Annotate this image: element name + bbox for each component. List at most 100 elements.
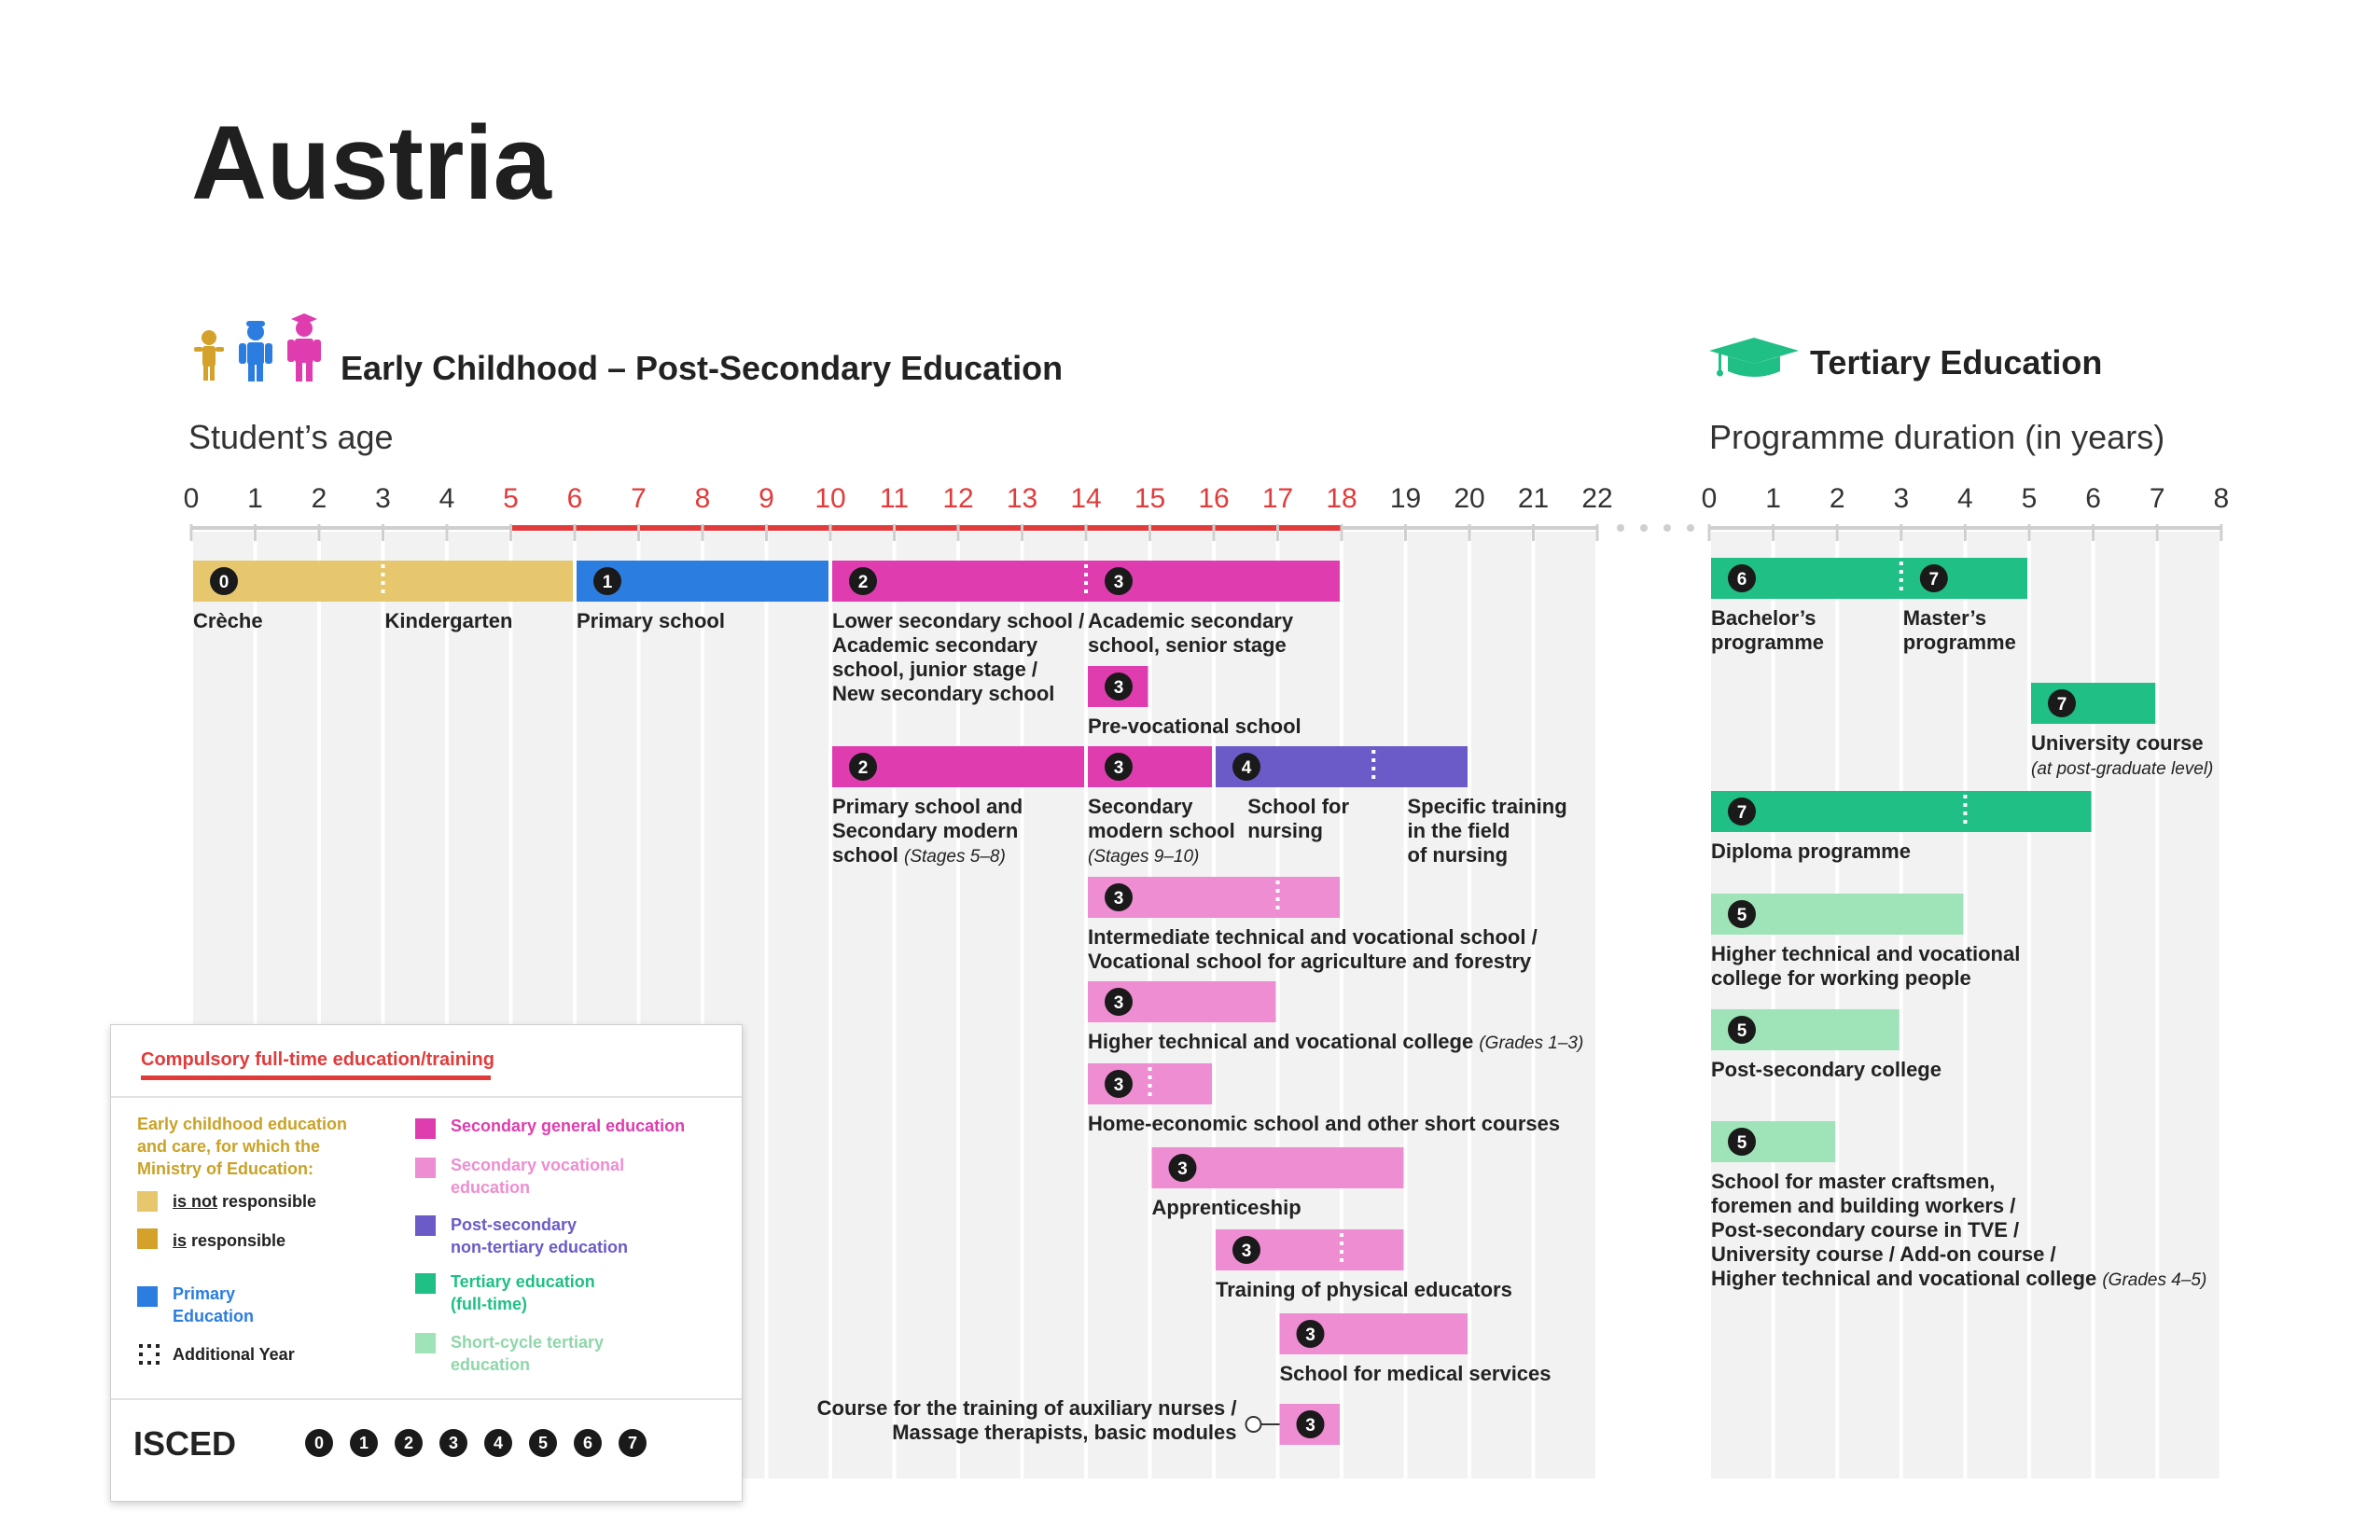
bar-label-master-craftsmen-0-2: Post-secondary course in TVE /: [1711, 1218, 2019, 1242]
tick-label-age-2: 2: [312, 483, 327, 514]
connector-dot-aux-nurses: [1245, 1416, 1262, 1433]
bar-label-ecec-1-0: Kindergarten: [385, 609, 513, 632]
tick-label-age-7: 7: [631, 483, 647, 514]
isced-number-intermediate-0: 3: [1114, 889, 1124, 909]
isced-badge-univ-course-0: [2048, 689, 2076, 717]
tick-label-year-7: 7: [2150, 483, 2165, 514]
bar-label-htl-working-0-1: college for working people: [1711, 966, 1971, 990]
bar-label-sec-modern-0-0: Secondary: [1088, 795, 1193, 818]
bar-label-lower-sec-0-2: school, junior stage /: [832, 658, 1037, 681]
bar-label-htl-working-0-0: Higher technical and vocational: [1711, 942, 2020, 965]
grid-column-right-5: [2031, 532, 2092, 1478]
bar-label-sec-modern-0-last: (Stages 9–10): [1088, 847, 1199, 867]
bar-label-lower-sec-1-0: Academic secondary: [1088, 609, 1294, 632]
bar-label-bachelor-master-0-1: programme: [1711, 631, 1824, 654]
bar-label-diploma-0-0: Diploma programme: [1711, 839, 1911, 863]
tick-label-age-11: 11: [880, 483, 909, 514]
grid-column-right-6: [2095, 532, 2156, 1478]
legend-secgen-label: Secondary general education: [451, 1117, 686, 1135]
isced-badge-home-econ-0: [1105, 1070, 1133, 1098]
legend-compulsory-line: [141, 1075, 491, 1080]
bar-diploma: [1711, 791, 2092, 832]
tick-label-age-22: 22: [1581, 483, 1612, 514]
grid-column-right-1: [1775, 532, 1836, 1478]
bar-label-nursing-1-1: in the field: [1408, 819, 1510, 842]
isced-number-prim-sec-modern-0: 2: [858, 758, 869, 778]
isced-badge-6: 6: [574, 1429, 602, 1457]
bar-label-intermediate-0-1: Vocational school for agriculture and fo…: [1088, 950, 1532, 973]
isced-badge-pre-voc-0: [1105, 673, 1133, 701]
bar-label-lower-sec-1-1: school, senior stage: [1088, 633, 1287, 657]
isced-number-phys-edu-0: 3: [1242, 1242, 1252, 1261]
legend-tertiary-label: Tertiary education (full-time): [451, 1272, 595, 1313]
legend-short-label: Short-cycle tertiary education: [451, 1333, 605, 1374]
bar-label-lower-sec-0-0: Lower secondary school /: [832, 609, 1084, 632]
bar-label-bachelor-master-0-0: Bachelor’s: [1711, 606, 1816, 630]
section-title-left: Early Childhood – Post-Secondary Educati…: [341, 349, 1064, 387]
legend-swatch-secgen: [415, 1118, 436, 1139]
isced-number-nursing-0: 4: [1242, 758, 1252, 778]
isced-badge-bachelor-master-1: [1919, 564, 1948, 592]
isced-badge-primary-0: [593, 567, 621, 595]
legend-swatch-short: [415, 1333, 436, 1353]
isced-badge-htl-0: [1105, 988, 1133, 1016]
isced-badge-diploma-0: [1728, 798, 1756, 825]
tick-label-age-12: 12: [942, 483, 973, 514]
isced-badge-bachelor-master-0: [1728, 564, 1756, 592]
tick-label-age-18: 18: [1326, 483, 1357, 514]
bar-label-prim-sec-modern-0-0: Primary school and: [832, 795, 1023, 818]
legend-swatch-secvoc: [415, 1158, 436, 1178]
isced-badge-5: 5: [529, 1429, 557, 1457]
bar-label-prim-sec-modern-0-1: Secondary modern: [832, 819, 1018, 842]
bar-label-univ-course-0-0: University course: [2031, 731, 2204, 755]
grid-column-right-3: [1902, 532, 1964, 1478]
bar-label-intermediate-0-0: Intermediate technical and vocational sc…: [1088, 925, 1538, 949]
isced-badge-1: 1: [350, 1429, 378, 1457]
axis-title-duration: Programme duration (in years): [1709, 418, 2165, 456]
legend-ecec-heading: Early childhood education and care, for w…: [137, 1115, 348, 1178]
tick-label-age-14: 14: [1070, 483, 1101, 514]
isced-number-medical-0: 3: [1305, 1325, 1315, 1345]
grid-column-right-7: [2159, 532, 2220, 1478]
isced-badge-postsec-college-0: [1728, 1016, 1756, 1044]
isced-number-pre-voc-0: 3: [1114, 678, 1124, 698]
axis-break-dot-2: [1663, 524, 1671, 532]
bar-label-master-craftsmen-0-0: School for master craftsmen,: [1711, 1170, 1995, 1193]
isced-badge-4: 4: [484, 1429, 512, 1457]
grid-column-left-13: [1023, 532, 1084, 1478]
tick-label-age-20: 20: [1454, 483, 1484, 514]
grid-column-left-10: [832, 532, 893, 1478]
tick-label-age-16: 16: [1198, 483, 1229, 514]
isced-number-htl-0: 3: [1114, 993, 1124, 1013]
bar-label-nursing-0-1: nursing: [1247, 819, 1323, 842]
legend-postsec-label: Post-secondary non-tertiary education: [451, 1215, 629, 1256]
tick-label-age-21: 21: [1518, 483, 1549, 514]
bar-note-univ-course-0: (at post-graduate level): [2031, 759, 2213, 779]
bar-label-bachelor-master-1-0: Master’s: [1903, 606, 1986, 630]
isced-number-primary-0: 1: [603, 573, 613, 592]
isced-badge-prim-sec-modern-0: [849, 753, 877, 781]
isced-badge-7: 7: [619, 1429, 647, 1457]
isced-number-aux-nurses-0: 3: [1305, 1416, 1315, 1436]
grid-column-left-9: [768, 532, 828, 1478]
bar-label-nursing-1-2: of nursing: [1408, 843, 1509, 867]
isced-badge-htl-working-0: [1728, 900, 1756, 928]
isced-badge-nursing-0: [1232, 753, 1260, 781]
tick-label-age-17: 17: [1262, 483, 1293, 514]
children-icon: [194, 313, 321, 382]
isced-number-htl-working-0: 5: [1737, 906, 1747, 925]
bar-label-medical-0-0: School for medical services: [1280, 1362, 1552, 1385]
isced-number-lower-sec-1: 3: [1114, 573, 1124, 592]
bar-label-master-craftsmen-0-3: University course / Add-on course /: [1711, 1242, 2056, 1266]
isced-badge-lower-sec-1: [1105, 567, 1133, 595]
bar-label-lower-sec-0-1: Academic secondary: [832, 633, 1038, 657]
isced-number-sec-modern-0: 3: [1114, 758, 1124, 778]
grid-column-left-12: [960, 532, 1021, 1478]
tick-label-age-3: 3: [375, 483, 391, 514]
tick-label-age-15: 15: [1134, 483, 1165, 514]
grid-column-right-2: [1839, 532, 1900, 1478]
bar-label-ecec-0-0: Crèche: [193, 609, 263, 632]
tick-label-year-0: 0: [1702, 483, 1718, 514]
legend-swatch-tertiary: [415, 1273, 436, 1294]
grid-column-right-4: [1967, 532, 2027, 1478]
